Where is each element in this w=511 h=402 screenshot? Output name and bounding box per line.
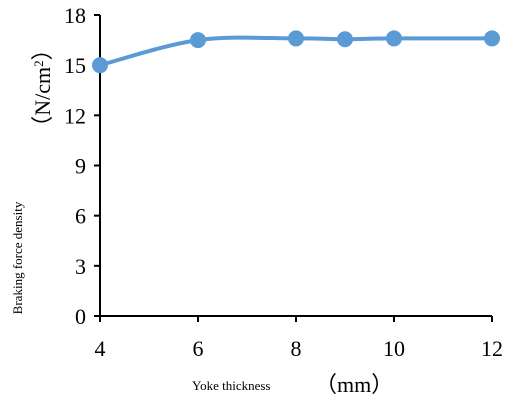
x-tick-label: 4 (95, 336, 106, 361)
data-point (386, 30, 402, 47)
y-axis-label: Braking force density (10, 201, 25, 314)
y-tick-label: 9 (75, 154, 86, 179)
data-point (484, 30, 500, 47)
y-tick-label: 3 (75, 254, 86, 279)
y-ticks: 0 3 6 9 12 15 18 (64, 3, 100, 329)
y-axis-unit-close: ） (30, 38, 55, 60)
y-tick-label: 15 (64, 53, 86, 78)
data-point (337, 31, 353, 48)
series (92, 30, 500, 74)
y-tick-label: 0 (75, 304, 86, 329)
x-ticks: 4 6 8 10 12 (95, 316, 503, 361)
x-axis-unit: （mm） (315, 372, 393, 397)
y-axis-unit: （N/cm2） (30, 38, 55, 137)
data-point (288, 30, 304, 47)
y-tick-label: 6 (75, 204, 86, 229)
y-tick-label: 18 (64, 3, 86, 28)
x-axis-label: Yoke thickness (192, 378, 271, 393)
x-tick-label: 8 (291, 336, 302, 361)
series-line (99, 35, 493, 68)
x-tick-label: 6 (193, 336, 204, 361)
x-tick-label: 12 (481, 336, 503, 361)
x-tick-label: 10 (383, 336, 405, 361)
y-axis-unit-sup: 2 (31, 60, 46, 67)
y-axis-unit-main: （N/cm (30, 67, 55, 138)
data-point (92, 57, 108, 74)
y-tick-label: 12 (64, 103, 86, 128)
data-point (190, 32, 206, 49)
